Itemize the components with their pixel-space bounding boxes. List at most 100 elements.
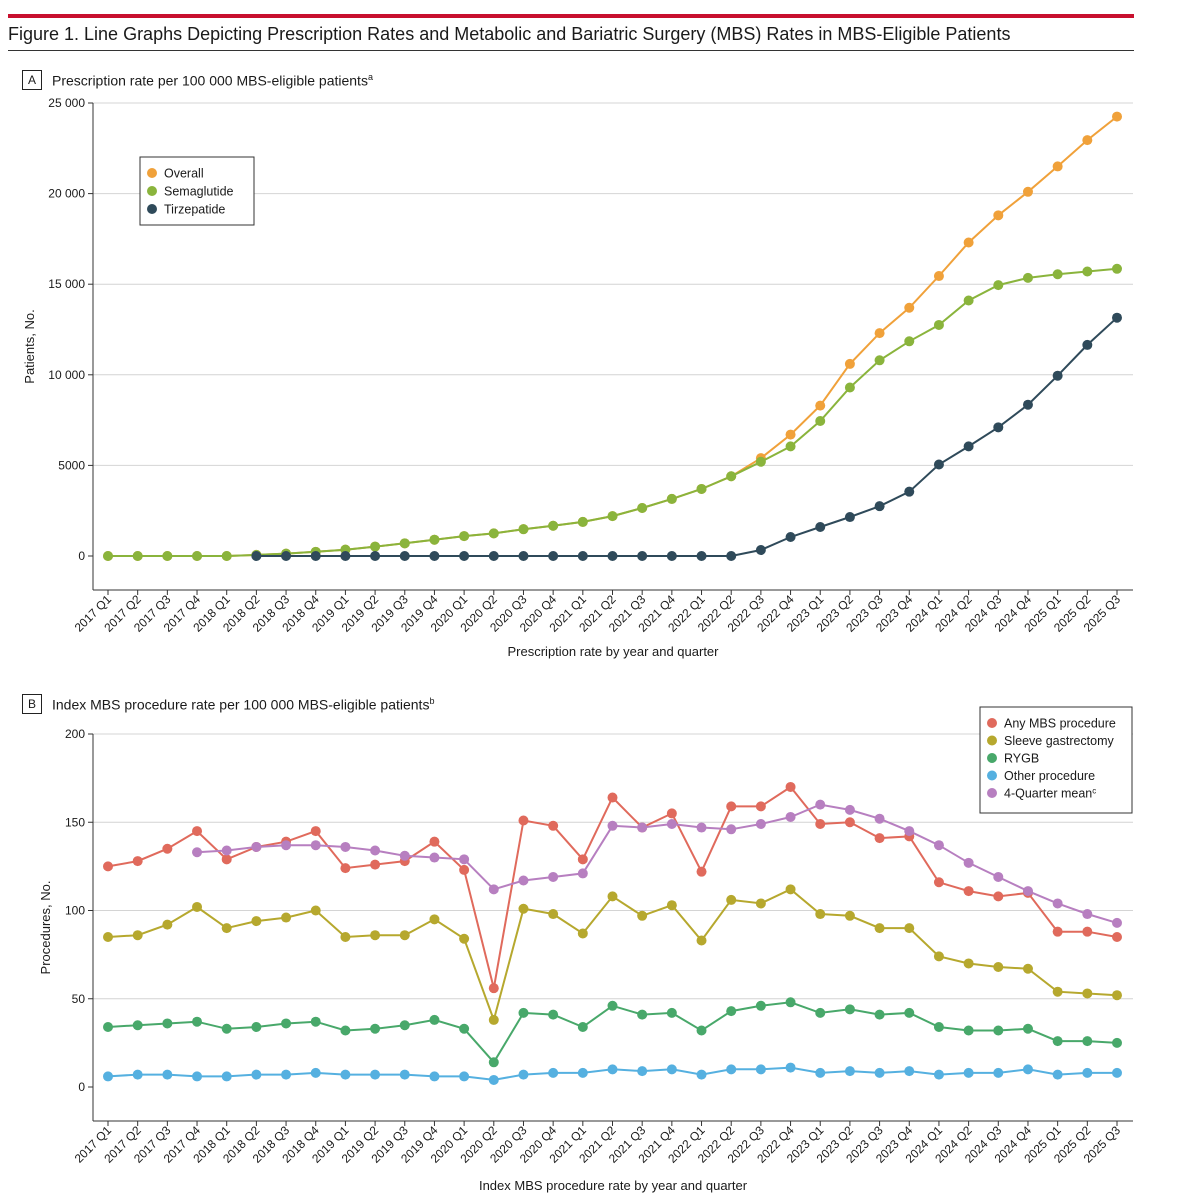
data-point	[548, 520, 559, 531]
data-point	[666, 1064, 677, 1075]
data-point	[488, 551, 499, 561]
data-point	[607, 891, 618, 902]
series-4-quarter-mean	[192, 799, 1122, 928]
data-point	[399, 551, 410, 561]
data-point	[993, 1025, 1004, 1036]
data-point	[340, 551, 351, 561]
data-point	[577, 1067, 588, 1078]
data-point	[815, 400, 826, 411]
data-point	[103, 861, 113, 872]
data-point	[518, 875, 529, 886]
panel-b-heading: B Index MBS procedure rate per 100 000 M…	[22, 694, 434, 714]
data-point	[1112, 111, 1122, 122]
data-point	[1112, 931, 1122, 942]
data-point	[1082, 339, 1093, 350]
data-point	[993, 1067, 1004, 1078]
legend-marker	[147, 168, 157, 178]
data-point	[785, 441, 796, 452]
data-point	[874, 923, 885, 934]
figure-title: Figure 1. Line Graphs Depicting Prescrip…	[8, 24, 1011, 44]
data-point	[904, 486, 915, 497]
data-point	[221, 845, 232, 856]
data-point	[993, 891, 1004, 902]
data-point	[1082, 266, 1093, 277]
y-tick-label: 25 000	[48, 96, 85, 110]
data-point	[1022, 963, 1033, 974]
data-point	[548, 871, 559, 882]
data-point	[310, 551, 321, 561]
legend: Overall Semaglutide Tirzepatide	[139, 156, 255, 226]
data-point	[281, 1069, 292, 1080]
data-point	[607, 1064, 618, 1075]
data-point	[132, 1020, 143, 1031]
data-point	[637, 910, 648, 921]
data-point	[785, 884, 796, 895]
data-point	[963, 441, 974, 452]
data-point	[192, 847, 203, 858]
data-point	[340, 863, 351, 874]
data-point	[488, 1074, 499, 1085]
data-point	[310, 826, 321, 837]
data-point	[607, 820, 618, 831]
data-point	[518, 903, 529, 914]
series-other-procedure	[103, 1062, 1122, 1085]
legend-marker	[147, 204, 157, 214]
data-point	[963, 1067, 974, 1078]
data-point	[459, 864, 470, 875]
panel-a-footnote-mark: a	[367, 71, 373, 82]
data-point	[518, 551, 529, 561]
data-point	[192, 551, 203, 561]
data-point	[429, 914, 440, 925]
data-point	[1052, 986, 1063, 997]
data-point	[904, 1066, 915, 1077]
panel-a-letter: A	[22, 70, 42, 90]
data-point	[459, 854, 470, 865]
data-point	[785, 811, 796, 822]
data-point	[192, 901, 203, 912]
panel-b-title-text: Index MBS procedure rate per 100 000 MBS…	[52, 696, 430, 713]
legend-label: Tirzepatide	[164, 203, 225, 217]
data-point	[755, 898, 766, 909]
data-point	[399, 1069, 410, 1080]
series-semaglutide	[103, 263, 1122, 561]
data-point	[785, 429, 796, 440]
data-point	[370, 1023, 381, 1034]
data-point	[607, 1000, 618, 1011]
series-line	[256, 316, 1118, 557]
panel-b-letter: B	[22, 694, 42, 714]
legend-box	[139, 156, 255, 226]
data-point	[1112, 1067, 1122, 1078]
data-point	[459, 1071, 470, 1082]
data-point	[696, 1025, 707, 1036]
data-point	[399, 930, 410, 941]
data-point	[933, 319, 944, 330]
data-point	[815, 909, 826, 920]
data-point	[340, 1069, 351, 1080]
series-line	[108, 115, 1118, 557]
data-point	[577, 928, 588, 939]
data-point	[993, 422, 1004, 433]
data-point	[815, 522, 826, 533]
legend-box	[979, 706, 1133, 814]
series-line	[107, 888, 1118, 1024]
y-tick-label: 0	[78, 1080, 85, 1094]
data-point	[132, 930, 143, 941]
x-axis-title: Index MBS procedure rate by year and qua…	[479, 1178, 748, 1193]
data-point	[1082, 926, 1093, 937]
panel-b-title: Index MBS procedure rate per 100 000 MBS…	[52, 696, 434, 713]
data-point	[726, 824, 737, 835]
data-point	[993, 961, 1004, 972]
legend-label: Any MBS procedure	[1004, 717, 1116, 731]
data-point	[1082, 909, 1093, 920]
data-point	[103, 1021, 113, 1032]
data-point	[844, 804, 855, 815]
data-point	[310, 905, 321, 916]
y-tick-label: 200	[65, 727, 85, 741]
data-point	[399, 1020, 410, 1031]
data-point	[637, 1066, 648, 1077]
data-point	[1052, 269, 1063, 280]
data-point	[548, 1009, 559, 1020]
data-point	[221, 551, 232, 561]
data-point	[162, 1018, 173, 1029]
